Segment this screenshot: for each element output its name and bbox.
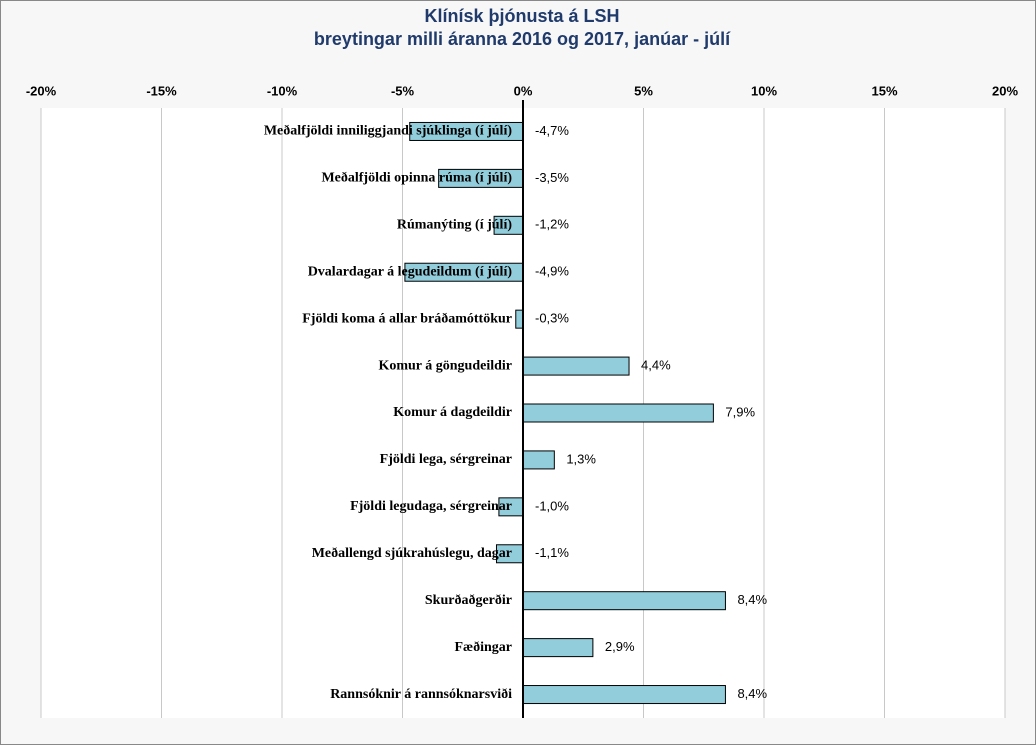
value-label: -4,9% — [535, 264, 569, 279]
category-label: Fjöldi koma á allar bráðamóttökur — [302, 310, 512, 326]
category-label: Skurðaðgerðir — [425, 592, 512, 608]
value-label: -4,7% — [535, 123, 569, 138]
category-label: Dvalardagar á legudeildum (í júlí) — [308, 264, 513, 279]
x-tick-label: 15% — [871, 83, 897, 98]
bar — [522, 403, 714, 423]
category-label: Meðallengd sjúkrahúslegu, dagar — [312, 545, 512, 561]
category-label: Komur á dagdeildir — [393, 405, 512, 420]
value-label: 8,4% — [737, 592, 767, 607]
value-label: -1,0% — [535, 498, 569, 513]
category-label: Fjöldi lega, sérgreinar — [380, 452, 512, 467]
value-label: 4,4% — [641, 358, 671, 373]
category-label: Fæðingar — [454, 639, 512, 655]
bar — [522, 638, 594, 658]
value-label: -1,2% — [535, 217, 569, 232]
x-tick-label: -15% — [146, 83, 177, 98]
x-tick-label: 5% — [634, 83, 653, 98]
value-label: -1,1% — [535, 545, 569, 560]
category-label: Meðalfjöldi inniliggjandi sjúklinga (í j… — [264, 123, 512, 139]
category-label: Komur á göngudeildir — [378, 358, 512, 373]
bar — [522, 685, 726, 705]
category-label: Meðalfjöldi opinna rúma (í júlí) — [321, 170, 512, 186]
category-label: Rúmanýting (í júlí) — [397, 218, 512, 233]
value-label: 8,4% — [737, 686, 767, 701]
category-label: Fjöldi legudaga, sérgreinar — [350, 499, 512, 514]
chart-title: Klínísk þjónusta á LSH — [424, 6, 619, 26]
x-tick-label: -5% — [391, 83, 415, 98]
x-tick-label: 20% — [992, 83, 1018, 98]
value-label: 2,9% — [605, 639, 635, 654]
x-tick-label: 10% — [751, 83, 777, 98]
bar — [522, 356, 630, 376]
category-label: Rannsóknir á rannsóknarsviði — [330, 686, 512, 702]
value-label: 7,9% — [725, 404, 755, 419]
x-tick-label: -10% — [267, 83, 298, 98]
bar — [522, 591, 726, 611]
bar — [515, 309, 524, 329]
chart-subtitle: breytingar milli áranna 2016 og 2017, ja… — [314, 29, 731, 49]
value-label: -0,3% — [535, 311, 569, 326]
value-label: -3,5% — [535, 170, 569, 185]
bar — [522, 450, 555, 470]
value-label: 1,3% — [566, 451, 596, 466]
x-tick-label: -20% — [26, 83, 57, 98]
x-tick-label: 0% — [514, 83, 533, 98]
